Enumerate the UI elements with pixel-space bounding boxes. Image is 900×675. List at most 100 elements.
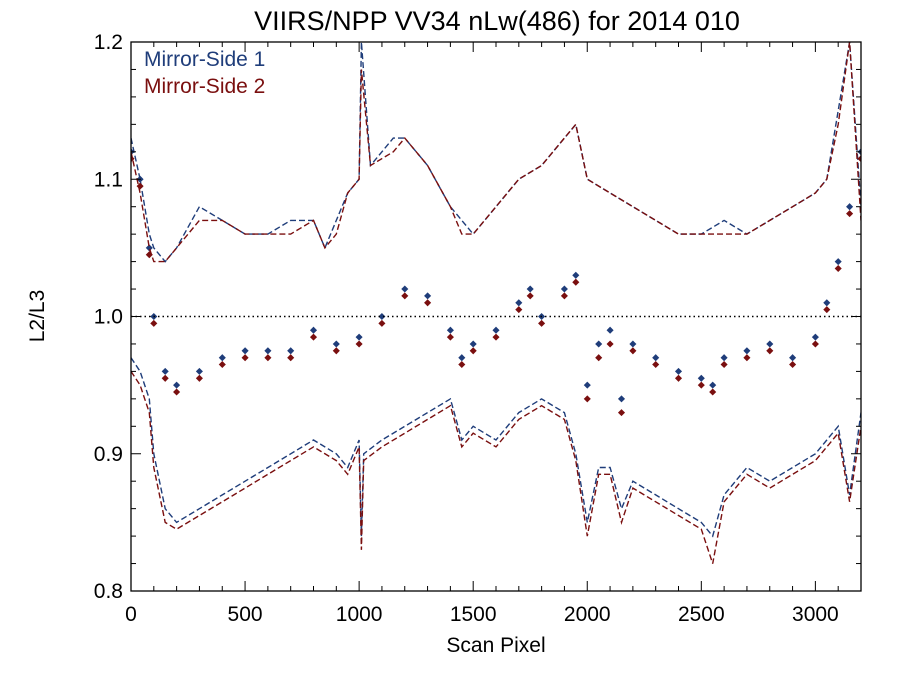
ms2-mean-point [469, 347, 477, 355]
x-tick-label: 500 [228, 603, 263, 626]
ms2-mean-point [834, 264, 842, 273]
ms2-mean-point [218, 360, 226, 369]
ms1-mean-point [720, 354, 728, 362]
ms1-mean-point [195, 367, 203, 375]
y-tick-label: 1.1 [94, 168, 123, 191]
ms2-mean-point [720, 360, 728, 369]
ms2-mean-point [674, 374, 683, 382]
ms1-mean-point [173, 381, 181, 389]
ms1-mean-point [458, 354, 466, 362]
y-tick-label: 0.9 [94, 443, 123, 466]
ms2-mean-point [560, 292, 568, 300]
ms2-mean-point [617, 409, 626, 417]
ms2-mean-point [241, 354, 249, 362]
ms1-upper-line [131, 42, 861, 263]
legend-item-ms1: Mirror-Side 1 [144, 48, 265, 71]
ms2-mean-point [424, 299, 432, 307]
ms2-mean-point [572, 278, 580, 286]
ms2-mean-point [173, 388, 181, 396]
ms1-mean-point [526, 285, 534, 293]
ms2-mean-point [515, 306, 523, 314]
ms1-mean-point [709, 381, 717, 389]
ms2-mean-point [287, 354, 295, 362]
ms1-mean-point [617, 395, 626, 403]
ms2-mean-point [846, 210, 854, 218]
chart-title: VIIRS/NPP VV34 nLw(486) for 2014 010 [254, 6, 740, 36]
ms2-mean-point [538, 319, 546, 327]
x-tick-label: 1500 [450, 603, 497, 626]
ms1-mean-point [823, 299, 831, 307]
ms1-mean-point [355, 333, 363, 341]
ms2-lower-line [131, 371, 861, 564]
ms2-mean-point [526, 292, 534, 300]
y-tick-label: 1.0 [94, 306, 123, 329]
ms1-mean-point [446, 326, 454, 334]
ms1-mean-point [131, 148, 135, 156]
ms1-mean-point [264, 347, 272, 355]
ms2-mean-point [789, 360, 797, 369]
ms2-mean-point [766, 347, 774, 355]
x-tick-label: 3000 [792, 603, 839, 626]
ms2-mean-point [743, 354, 751, 362]
ms1-mean-point [492, 326, 500, 334]
ms2-mean-point [332, 347, 340, 355]
ms1-mean-point [145, 244, 153, 252]
ms2-mean-point [492, 333, 500, 341]
ms2-mean-point [458, 360, 466, 369]
ms1-mean-point [424, 292, 432, 300]
ms1-mean-point [674, 367, 683, 375]
ms1-mean-point [766, 340, 774, 348]
ms2-mean-point [161, 374, 169, 382]
ms2-mean-point [264, 354, 272, 362]
ms1-mean-point [789, 354, 797, 362]
ms2-mean-point [378, 319, 386, 327]
ms1-mean-point [595, 340, 603, 348]
ms2-mean-point [595, 354, 603, 362]
ms1-mean-point [606, 326, 614, 334]
ticks-layer: 0 500 1000 1500 2000 2500 3000 0.8 0.9 1.0 1.1 1.2 [94, 31, 862, 626]
ms1-mean-point [857, 148, 861, 156]
ms2-mean-point [150, 319, 158, 327]
x-tick-label: 2000 [564, 603, 611, 626]
ms2-mean-point [136, 182, 144, 190]
ms1-mean-point [583, 381, 591, 389]
ms2-mean-point [131, 155, 135, 163]
ms1-mean-point [515, 299, 523, 307]
ms2-mean-point [823, 306, 831, 314]
ms2-mean-point [583, 395, 591, 403]
ms2-mean-point [401, 292, 409, 300]
ms1-mean-point [161, 367, 169, 375]
y-tick-label: 1.2 [94, 31, 123, 54]
ms2-mean-point [811, 340, 819, 348]
ms2-mean-point [857, 155, 861, 163]
y-axis-label: L2/L3 [26, 290, 49, 343]
ms2-mean-point [697, 381, 705, 389]
ms1-mean-point [834, 258, 842, 266]
ms1-mean-point [332, 340, 340, 348]
ms2-mean-point [145, 251, 153, 259]
ms1-mean-point [469, 340, 477, 348]
ms1-mean-point [572, 271, 580, 279]
series-layer [131, 42, 861, 564]
ms1-mean-point [241, 347, 249, 355]
ms1-mean-point [560, 285, 568, 293]
legend: Mirror-Side 1 Mirror-Side 2 [144, 48, 265, 98]
ms1-mean-point [846, 203, 854, 211]
ms2-mean-point [355, 340, 363, 348]
ms1-mean-point [287, 347, 295, 355]
ms2-mean-point [629, 347, 637, 355]
ms1-mean-point [378, 312, 386, 321]
x-tick-label: 1000 [336, 603, 383, 626]
y-tick-label: 0.8 [94, 580, 123, 603]
ms1-mean-point [811, 333, 819, 341]
x-axis-label: Scan Pixel [446, 634, 545, 657]
ms1-mean-point [218, 354, 226, 362]
ms2-mean-point [652, 360, 660, 369]
ms1-mean-point [743, 347, 751, 355]
ms2-mean-point [195, 374, 203, 382]
legend-item-ms2: Mirror-Side 2 [144, 75, 265, 98]
x-tick-label: 0 [125, 603, 137, 626]
ms1-mean-point [401, 285, 409, 293]
ms2-mean-point [606, 340, 614, 348]
